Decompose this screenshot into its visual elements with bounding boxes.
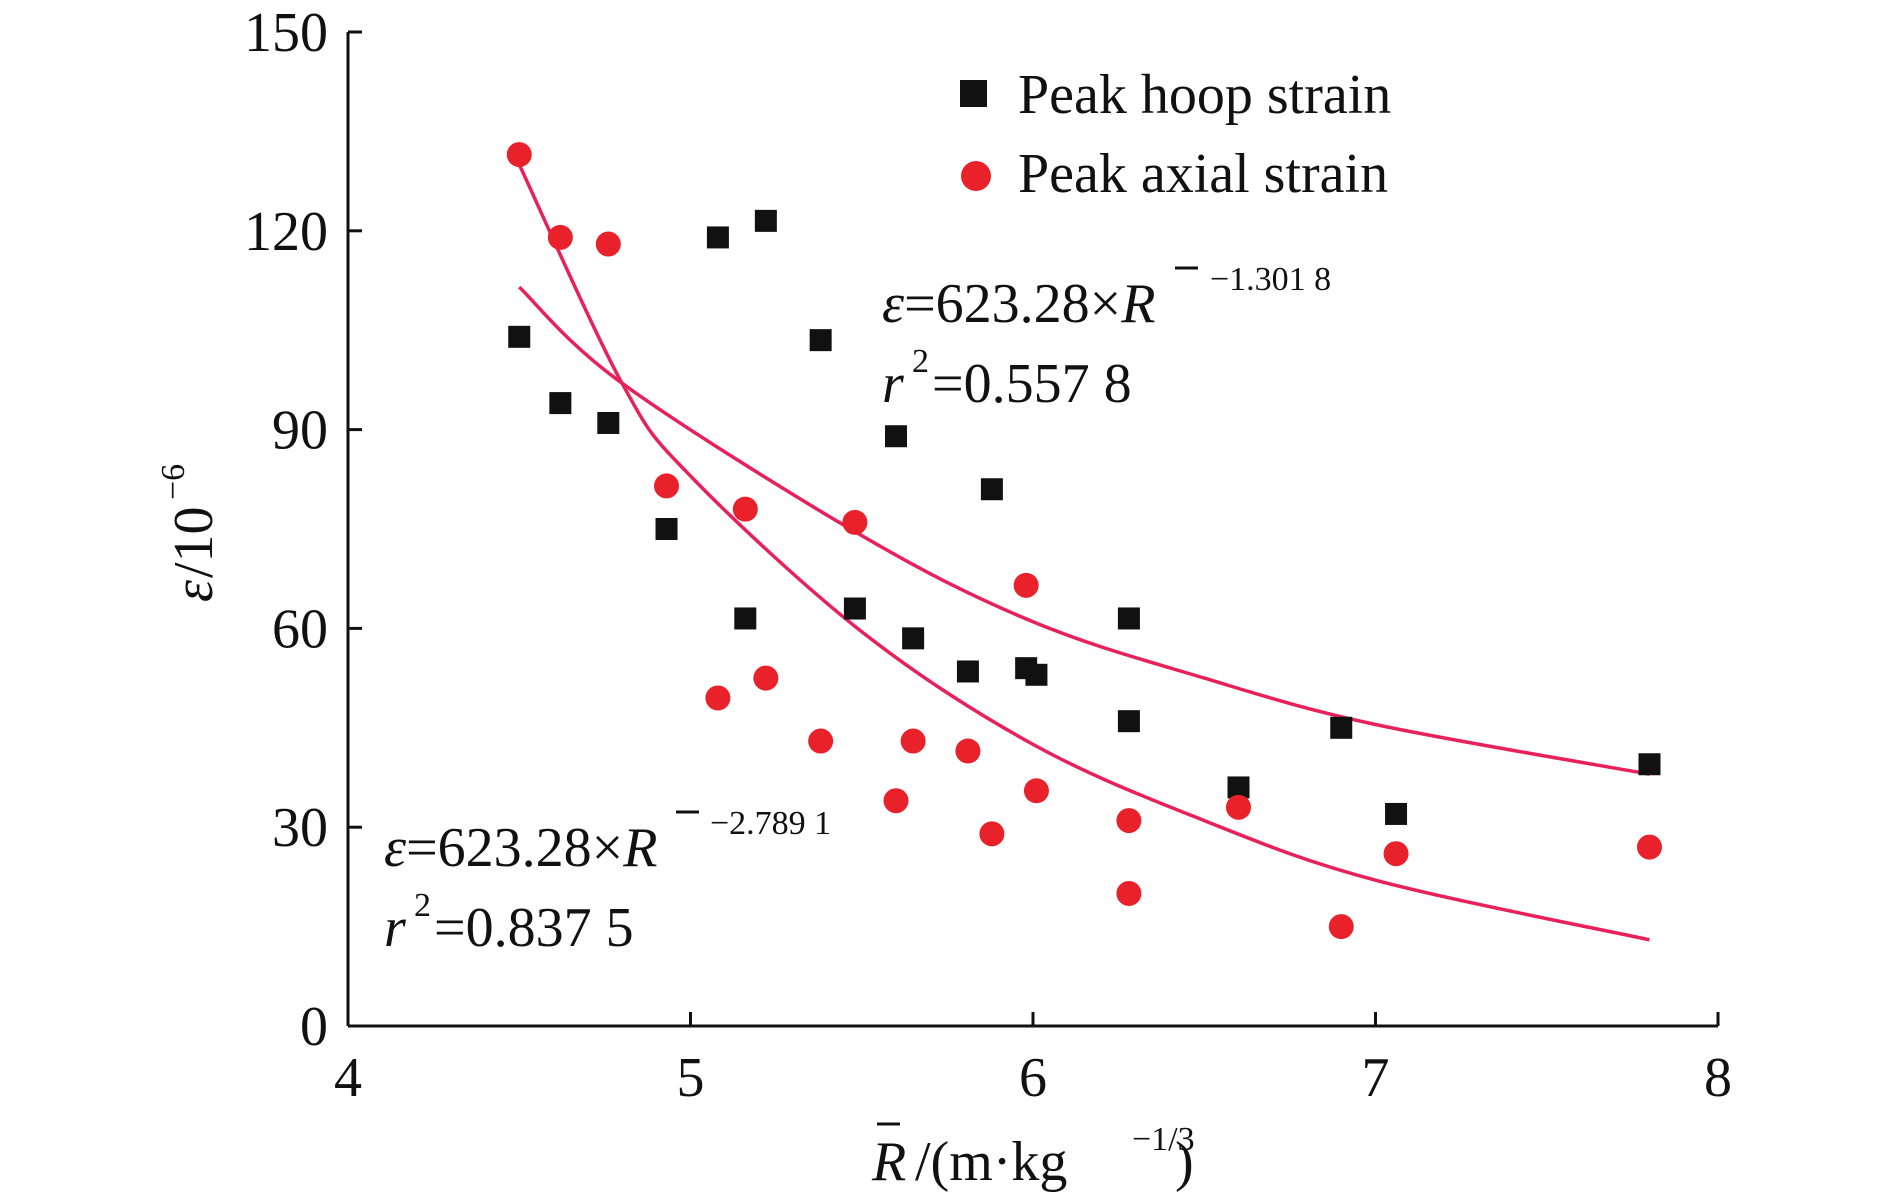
axial-strain-point: [1637, 834, 1662, 860]
x-axis-title-symbol: R: [871, 1131, 906, 1193]
axial-strain-point: [547, 224, 573, 250]
hoop-strain-point: [754, 209, 777, 232]
y-tick-label: 60: [272, 598, 328, 660]
axial-strain-point: [808, 728, 834, 754]
hoop-strain-point: [734, 607, 757, 630]
x-axis-title-unit-exp: −1/3: [1132, 1121, 1195, 1158]
ticks: 4 5 6 7 8 0 30 60 90 120 150: [244, 2, 1732, 1109]
axial-strain-point: [842, 509, 868, 535]
equation-axial-exponent: −2.789 1: [710, 805, 831, 842]
x-tick-label: 4: [334, 1047, 362, 1109]
axial-strain-point: [1013, 572, 1039, 598]
hoop-strain-point: [1117, 710, 1140, 733]
legend-hoop-label: Peak hoop strain: [1018, 64, 1391, 126]
hoop-strain-point: [1117, 607, 1140, 630]
hoop-strain-point: [655, 518, 678, 540]
axial-strain-point: [1383, 841, 1409, 867]
y-tick-label: 90: [272, 400, 328, 462]
axial-strain-point: [1226, 794, 1251, 820]
axial-strain-point: [1328, 914, 1354, 940]
hoop-strain-point: [1025, 663, 1048, 686]
r2-axial-value: =0.837 5: [434, 897, 634, 959]
y-tick-label: 120: [244, 201, 328, 263]
y-axis-title-unit: /10: [163, 506, 225, 578]
hoop-strain-point: [1227, 776, 1250, 799]
x-tick-label: 7: [1362, 1047, 1390, 1109]
fit-curve-hoop: [518, 285, 1650, 776]
legend-axial-label: Peak axial strain: [1018, 143, 1388, 205]
r2-hoop-value: =0.557 8: [932, 353, 1132, 415]
y-tick-label: 0: [300, 996, 328, 1058]
hoop-strain-point: [549, 392, 572, 415]
hoop-strain-point: [706, 226, 729, 249]
axial-strain-point: [1116, 808, 1142, 834]
r2-axial: r: [384, 897, 406, 959]
x-axis-title: R /(m·kg −1/3 ): [871, 1121, 1195, 1193]
fit-equation-hoop: ε=623.28×R −1.301 8 r 2 =0.557 8: [882, 261, 1331, 415]
axial-strain-point: [955, 738, 981, 764]
r2-hoop: r: [882, 353, 904, 415]
fit-curve-axial: [517, 163, 1650, 942]
axial-strain-point: [753, 665, 779, 691]
hoop-strain-point: [597, 411, 620, 434]
x-tick-label: 8: [1704, 1047, 1732, 1109]
axial-strain-point: [506, 142, 532, 168]
hoop-strain-point: [809, 329, 832, 352]
y-axis-title-unit-exp: −6: [155, 464, 192, 500]
hoop-strain-point: [843, 597, 866, 620]
axial-strain-point: [1023, 778, 1049, 804]
axial-strain-point: [900, 728, 926, 754]
fit-equation-axial: ε=623.28×R −2.789 1 r 2 =0.837 5: [384, 805, 831, 959]
axial-strain-point: [595, 231, 621, 257]
hoop-strain-point: [508, 325, 531, 348]
legend-hoop-marker: [960, 80, 987, 107]
y-axis-title: ε /10 −6: [155, 464, 225, 602]
axial-strain-point: [705, 685, 731, 711]
fit-curves: [517, 163, 1650, 942]
equation-hoop-exponent: −1.301 8: [1210, 261, 1331, 298]
axial-strain-point: [883, 788, 909, 814]
x-tick-label: 6: [1019, 1047, 1047, 1109]
axial-strain-point: [732, 496, 758, 522]
y-tick-label: 30: [272, 797, 328, 859]
equation-hoop: ε=623.28×R: [882, 273, 1155, 335]
x-axis-title-close: ): [1175, 1131, 1194, 1193]
axial-strain-point: [1116, 880, 1142, 906]
axial-strain-point: [654, 473, 680, 499]
equation-axial: ε=623.28×R: [384, 817, 657, 879]
y-tick-label: 150: [244, 2, 328, 64]
x-tick-label: 5: [677, 1047, 705, 1109]
legend: Peak hoop strain Peak axial strain: [960, 64, 1391, 205]
hoop-strain-point: [980, 478, 1003, 501]
data-points: [506, 142, 1662, 940]
hoop-strain-point: [1385, 802, 1408, 825]
hoop-strain-point: [885, 425, 907, 448]
r2-hoop-exp: 2: [912, 343, 929, 380]
y-axis-title-symbol: ε: [163, 579, 225, 602]
legend-axial-marker: [961, 161, 991, 191]
hoop-strain-point: [1638, 753, 1661, 776]
hoop-strain-point: [956, 660, 979, 683]
hoop-strain-point: [1330, 716, 1353, 739]
axial-strain-point: [979, 821, 1005, 847]
x-axis-title-unit: /(m·kg: [915, 1131, 1067, 1193]
r2-axial-exp: 2: [414, 887, 431, 924]
hoop-strain-point: [902, 627, 925, 650]
